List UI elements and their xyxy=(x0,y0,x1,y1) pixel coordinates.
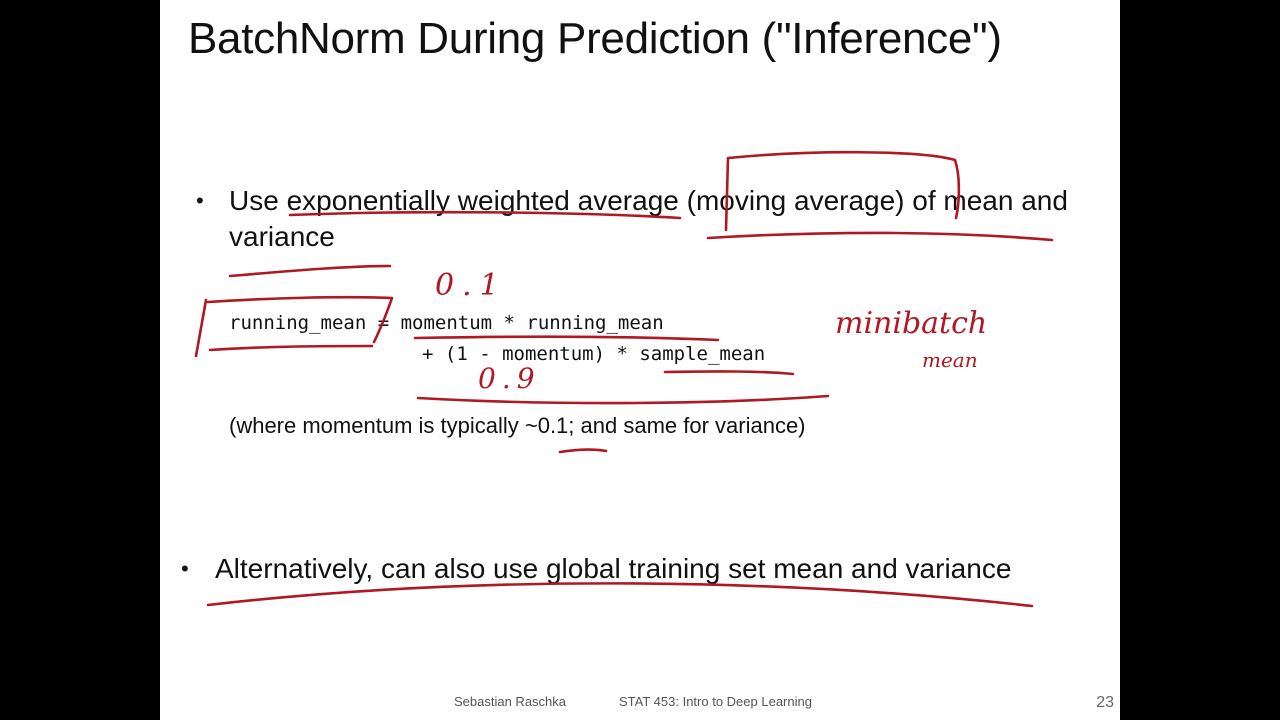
footer-author: Sebastian Raschka xyxy=(454,694,567,709)
annotation-mean: mean xyxy=(922,348,978,372)
slide: BatchNorm During Prediction ("Inference"… xyxy=(160,0,1120,720)
code-line-2: + (1 - momentum) * sample_mean xyxy=(422,343,766,365)
momentum-note: (where momentum is typically ~0.1; and s… xyxy=(229,413,806,438)
bullet-text: Use exponentially weighted average (movi… xyxy=(229,185,1068,252)
slide-title: BatchNorm During Prediction ("Inference"… xyxy=(188,14,1002,63)
underline-momentum-running-mean xyxy=(413,335,720,342)
underline-and-variance xyxy=(228,264,392,278)
bullet-moving-average: • Use exponentially weighted average (mo… xyxy=(196,183,1099,255)
underline-tilde-01 xyxy=(558,448,608,454)
code-line-1: running_mean = momentum * running_mean xyxy=(229,312,664,334)
bullet-dot: • xyxy=(196,188,204,213)
annotation-momentum-value: 0.1 xyxy=(435,268,507,303)
underline-running-mean xyxy=(208,344,374,352)
bullet-text: Alternatively, can also use global train… xyxy=(215,553,1012,584)
underline-sample-mean xyxy=(663,370,795,376)
footer-course: STAT 453: Intro to Deep Learning xyxy=(619,694,812,709)
annotation-minibatch: minibatch xyxy=(835,306,988,341)
page-number: 23 xyxy=(1096,694,1114,711)
bullet-dot: • xyxy=(181,556,189,581)
underline-code-line-2 xyxy=(416,394,830,405)
bullet-global-mean: • Alternatively, can also use global tra… xyxy=(181,551,1105,587)
annotation-one-minus-momentum: 0.9 xyxy=(478,362,541,395)
